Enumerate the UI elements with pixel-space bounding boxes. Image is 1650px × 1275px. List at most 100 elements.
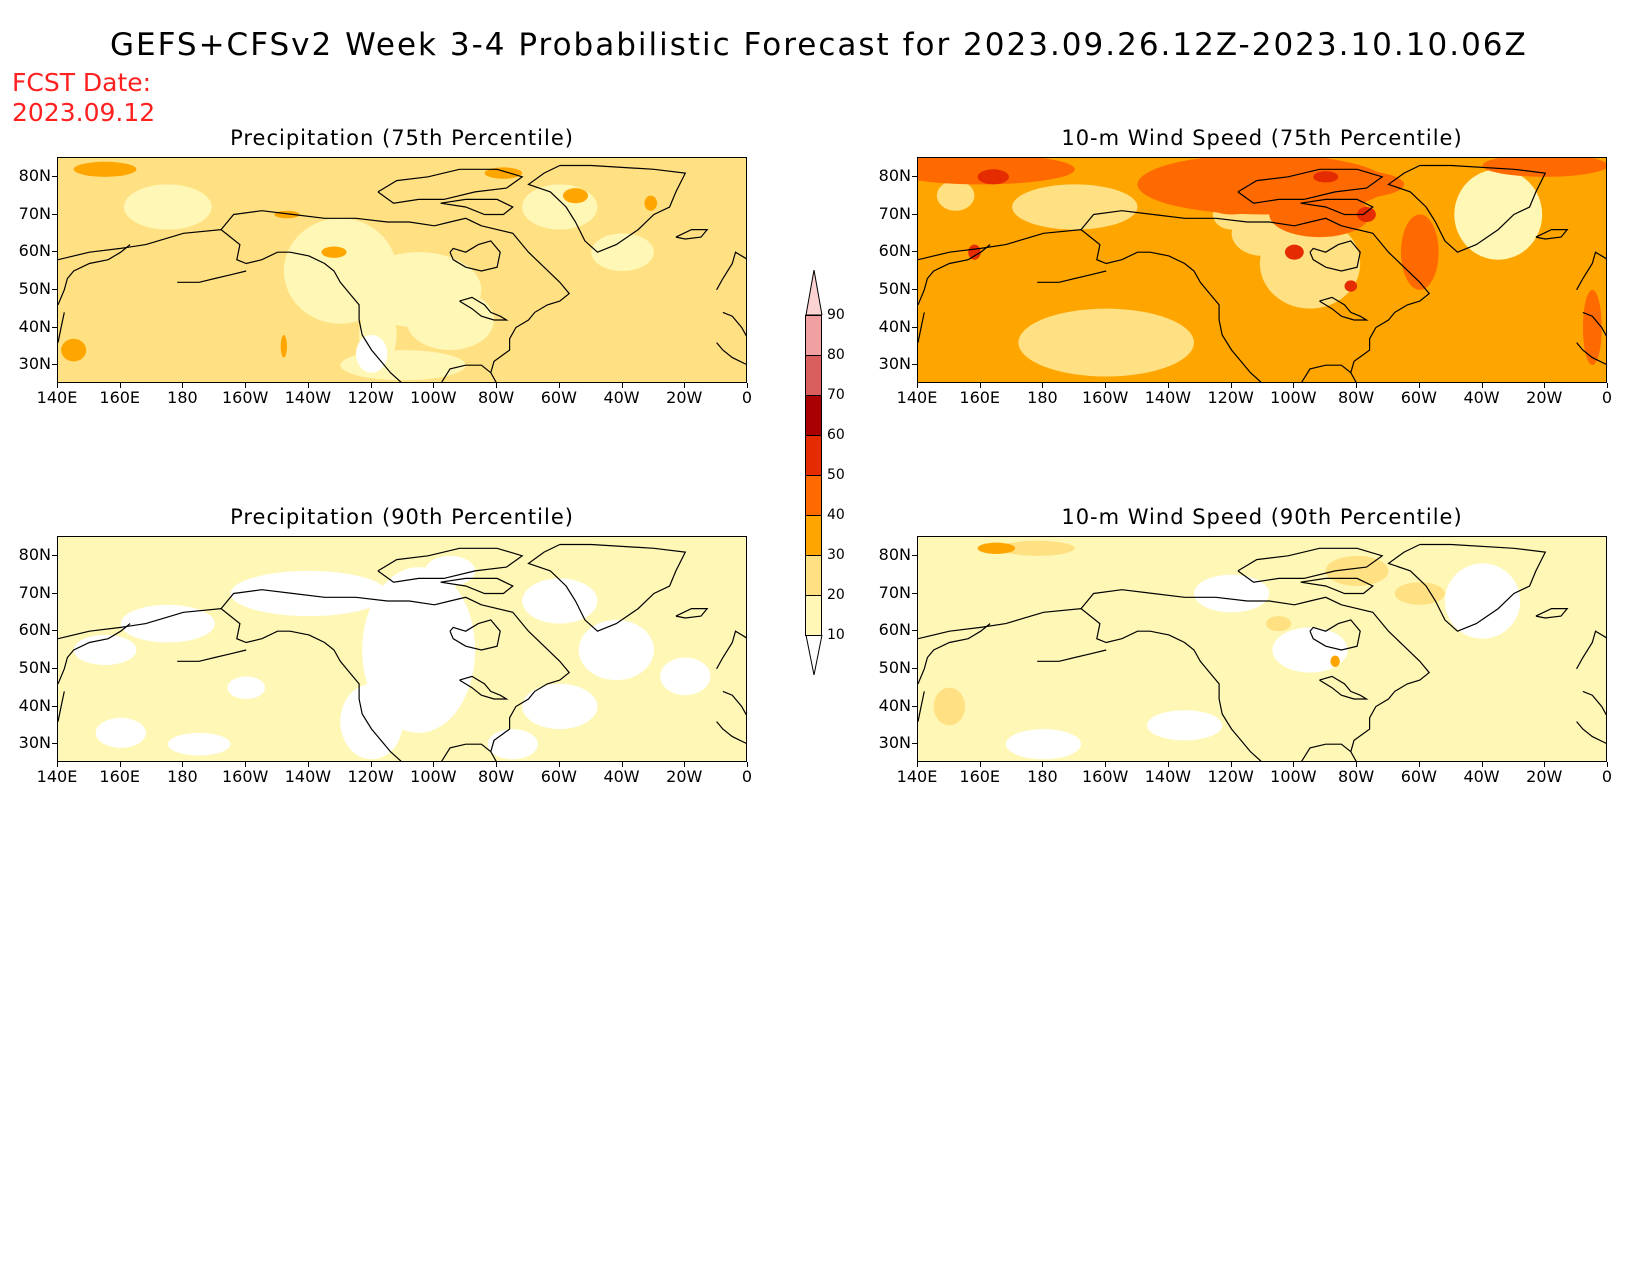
colorbar-level-label: 40 [827,507,845,523]
coastline [58,244,131,306]
lon-tick [684,383,686,388]
probability-contour [230,570,388,617]
probability-contour [1272,627,1348,673]
lat-tick [912,667,917,669]
coastline [918,244,991,306]
lat-tick [912,705,917,707]
coastline [58,607,402,761]
lon-tick-label: 140E [896,388,938,407]
lon-tick-label: 160E [99,767,141,786]
lon-tick [1230,383,1232,388]
probability-contour [999,540,1075,556]
lon-tick-label: 140W [284,767,332,786]
lon-tick-label: 0 [741,388,753,407]
lat-tick-label: 50N [18,278,51,298]
coastline [1576,721,1606,744]
coastline [1300,577,1374,595]
probability-contour [1482,158,1606,177]
coastline [481,225,571,382]
probability-contour [73,161,137,177]
lat-tick [52,213,57,215]
coastline [1080,210,1342,230]
probability-contour [522,578,598,624]
lon-tick [1418,383,1420,388]
panel-precip-75: Precipitation (75th Percentile) 80N 70N 60… [19,128,752,418]
coastline [377,547,524,583]
coastline [918,312,925,343]
lon-tick-label: 60W [1400,388,1437,407]
lat-tick-label: 40N [18,695,51,715]
lon-tick [496,383,498,388]
forecast-date-label: FCST Date: [12,68,152,97]
probability-contour [1012,184,1138,230]
probability-contour [1582,289,1602,366]
probability-contour [1206,191,1257,215]
lon-tick [1293,762,1295,767]
coastline [481,604,571,761]
coastline [716,342,746,365]
probability-contour [522,683,598,730]
lon-tick [307,762,309,767]
probability-contour [1005,729,1082,760]
lat-tick [52,364,57,366]
probability-contour [1357,206,1376,223]
lon-tick-label: 160W [1081,388,1129,407]
probability-contour [1344,280,1358,292]
lon-tick-label: 0 [1601,767,1613,786]
lon-tick [433,383,435,388]
lat-tick-label: 70N [18,203,51,223]
lon-tick [370,762,372,767]
coastline [1300,198,1374,216]
lon-tick [370,383,372,388]
lon-tick [119,762,121,767]
coastline [1301,364,1352,382]
probability-contour [1278,169,1405,200]
coastline [177,649,247,662]
lon-tick [1042,383,1044,388]
probability-contour [424,555,476,586]
colorbar-level-label: 60 [827,427,845,443]
colorbar-level-label: 70 [827,387,845,403]
probability-contour [936,180,975,211]
probability-contour [123,184,212,230]
lon-tick [1607,383,1608,388]
lat-tick-label: 40N [878,316,911,336]
probability-contour [321,246,347,258]
probability-contour [1444,563,1521,639]
probability-contour [1454,169,1543,260]
colorbar-level-label: 80 [827,347,845,363]
lon-tick [979,383,981,388]
coastline [1237,547,1384,583]
lat-tick [52,251,57,253]
probability-contour [1330,655,1340,667]
lon-tick-label: 160W [221,767,269,786]
map-wind-75 [917,157,1607,383]
lat-tick-label: 50N [878,657,911,677]
lat-tick-label: 30N [18,733,51,753]
coastline [918,607,1262,761]
probability-contour [977,542,1016,554]
coastline [440,198,514,216]
lon-tick-label: 140E [36,767,78,786]
probability-contour [355,335,388,373]
lat-tick-label: 50N [18,657,51,677]
coastline [918,691,925,722]
lat-tick [912,326,917,328]
colorbar-swatch [805,395,822,435]
lon-tick [1544,762,1546,767]
probability-contour [644,195,658,211]
colorbar-swatch [805,515,822,555]
lat-tick-label: 80N [18,165,51,185]
lon-tick [558,762,560,767]
coastline [440,577,514,595]
coastline [1535,228,1569,240]
panel-title: 10-m Wind Speed (90th Percentile) [1061,505,1463,529]
probability-contour [340,683,403,760]
coastline [1535,607,1569,619]
page-title: GEFS+CFSv2 Week 3-4 Probabilistic Foreca… [110,27,1528,63]
lon-tick-label: 140E [896,767,938,786]
lat-tick [52,326,57,328]
colorbar-level-label: 10 [827,627,845,643]
lon-tick [1418,762,1420,767]
lon-tick-label: 180 [1027,767,1058,786]
